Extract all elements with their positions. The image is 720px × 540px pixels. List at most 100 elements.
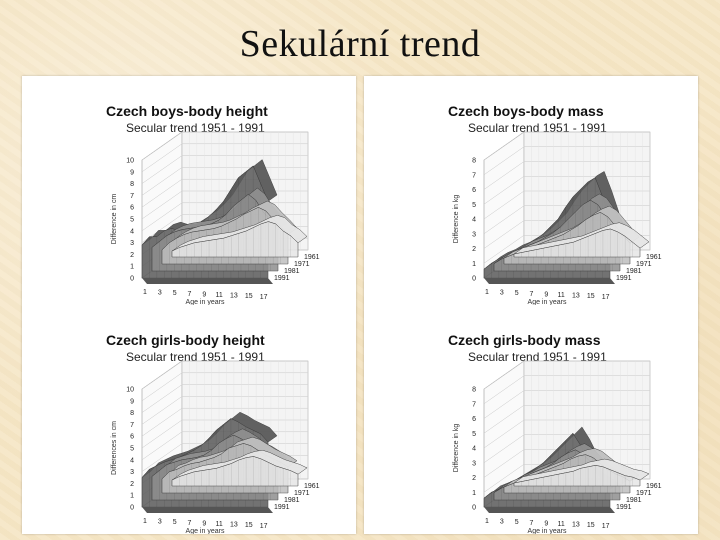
y-tick-label: 0 <box>472 505 476 512</box>
x-tick-label: 3 <box>500 519 504 526</box>
x-tick-label: 11 <box>557 292 564 299</box>
chart-subtitle: Secular trend 1951 - 1991 <box>468 121 607 135</box>
x-tick-label: 7 <box>530 520 534 527</box>
y-tick-label: 8 <box>472 387 476 394</box>
floor-base <box>142 278 273 284</box>
y-tick-label: 3 <box>472 460 476 467</box>
x-tick-label: 17 <box>602 523 610 530</box>
grid-line <box>483 176 525 205</box>
grid-line <box>483 449 525 478</box>
x-tick-label: 17 <box>602 294 610 301</box>
series-label-1971: 1971 <box>294 490 310 497</box>
grid-line <box>483 205 525 234</box>
x-axis-label: Age in years <box>186 299 225 305</box>
y-tick-label: 4 <box>472 217 476 224</box>
y-tick-label: 4 <box>130 457 134 464</box>
series-1961-area <box>171 221 299 258</box>
y-axis-label: Difference in kg <box>453 424 460 473</box>
x-tick-label: 17 <box>260 294 268 301</box>
y-tick-label: 8 <box>130 181 134 188</box>
series-label-1961: 1961 <box>646 483 662 490</box>
series-label-1981: 1981 <box>284 268 300 275</box>
grid-line <box>141 419 183 449</box>
grid-line <box>141 190 183 220</box>
y-tick-label: 6 <box>472 416 476 423</box>
grid-line <box>483 390 525 419</box>
grid-line <box>141 360 183 390</box>
x-tick-label: 3 <box>500 290 504 297</box>
grid-line <box>141 443 183 472</box>
series-label-1981: 1981 <box>284 497 300 504</box>
grid-line <box>483 464 525 493</box>
floor-base <box>484 507 615 513</box>
grid-line <box>483 220 525 249</box>
chart-girls-mass-svg: Czech girls-body mass Secular trend 1951 … <box>448 332 662 534</box>
y-tick-label: 6 <box>472 187 476 194</box>
chart-girls-height: Czech girls-body height Secular trend 195… <box>22 305 356 534</box>
y-tick-label: 1 <box>130 264 134 271</box>
y-tick-label: 2 <box>130 481 134 488</box>
grid-line <box>141 143 183 173</box>
y-axis-label: Differences in cm <box>111 421 118 475</box>
chart-title: Czech boys-body mass <box>448 103 604 119</box>
x-tick-label: 5 <box>515 290 519 297</box>
x-tick-label: 7 <box>530 291 534 298</box>
grid-line <box>141 131 183 161</box>
grid-line <box>483 360 525 390</box>
chart-girls-mass: Czech girls-body mass Secular trend 1951 … <box>364 305 698 534</box>
y-tick-label: 0 <box>130 276 134 283</box>
y-tick-label: 7 <box>130 422 134 429</box>
chart-title: Czech boys-body height <box>106 103 268 119</box>
series-label-1991: 1991 <box>274 504 290 511</box>
grid-line <box>483 405 525 434</box>
series-1961-area <box>513 228 641 258</box>
series-label-1961: 1961 <box>646 254 662 261</box>
x-tick-label: 3 <box>158 290 162 297</box>
x-tick-label: 9 <box>544 520 548 527</box>
series-label-1981: 1981 <box>626 268 642 275</box>
right-figure-panel: Czech boys-body mass Secular trend 1951 -… <box>364 76 698 534</box>
chart-subtitle: Secular trend 1951 - 1991 <box>126 350 265 364</box>
y-tick-label: 3 <box>130 240 134 247</box>
left-figure-panel: Czech boys-body height Secular trend 1951… <box>22 76 356 534</box>
x-axis-label: Age in years <box>528 528 567 534</box>
x-tick-label: 5 <box>173 290 177 297</box>
y-tick-label: 2 <box>472 475 476 482</box>
y-tick-label: 5 <box>130 217 134 224</box>
y-tick-label: 8 <box>472 158 476 165</box>
grid-line <box>483 419 525 449</box>
series-label-1981: 1981 <box>626 497 642 504</box>
x-tick-label: 1 <box>143 518 147 525</box>
y-tick-label: 9 <box>130 398 134 405</box>
series-1961-area <box>513 465 641 487</box>
y-tick-label: 10 <box>126 387 134 394</box>
chart-title: Czech girls-body mass <box>448 332 601 348</box>
x-tick-label: 15 <box>587 522 595 529</box>
chart-girls-height-svg: Czech girls-body height Secular trend 195… <box>106 332 320 534</box>
grid-line <box>141 178 183 208</box>
chart-boys-height-svg: Czech boys-body height Secular trend 1951… <box>106 103 320 305</box>
y-tick-label: 5 <box>472 202 476 209</box>
grid-line <box>483 235 525 264</box>
chart-boys-height: Czech boys-body height Secular trend 1951… <box>22 76 356 305</box>
x-tick-label: 5 <box>515 519 519 526</box>
x-tick-label: 9 <box>544 291 548 298</box>
y-axis-label: Difference in cm <box>111 194 118 245</box>
y-tick-label: 3 <box>472 231 476 238</box>
y-axis-label: Difference in kg <box>453 195 460 244</box>
grid-line <box>141 431 183 461</box>
series-label-1991: 1991 <box>274 275 290 282</box>
x-tick-label: 13 <box>572 522 580 529</box>
grid-line <box>483 190 525 220</box>
y-tick-label: 7 <box>472 172 476 179</box>
y-tick-label: 1 <box>472 261 476 268</box>
y-tick-label: 1 <box>472 490 476 497</box>
x-axis-label: Age in years <box>186 528 225 534</box>
x-axis-label: Age in years <box>528 299 567 305</box>
series-1961-area <box>171 456 299 487</box>
y-tick-label: 8 <box>130 410 134 417</box>
grid-line <box>141 396 183 425</box>
x-tick-label: 11 <box>557 521 564 528</box>
y-tick-label: 7 <box>130 193 134 200</box>
grid-line <box>483 161 525 190</box>
